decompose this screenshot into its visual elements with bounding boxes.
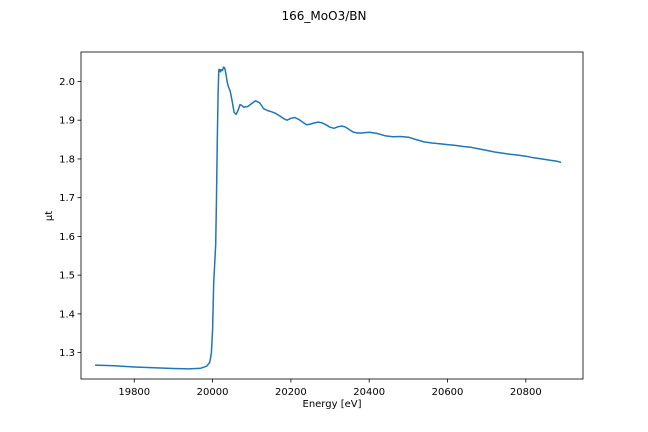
plot-area: [95, 66, 562, 370]
x-tick-label: 20800: [510, 387, 542, 398]
y-tick-label: 2.0: [59, 77, 75, 88]
y-tick-label: 1.3: [59, 348, 75, 359]
axes-frame: [80, 51, 584, 380]
y-tick-label: 1.8: [59, 154, 75, 165]
y-tick-label: 1.7: [59, 193, 75, 204]
y-tick-label: 1.9: [59, 116, 75, 127]
x-tick-label: 19800: [118, 387, 150, 398]
x-tick-label: 20200: [275, 387, 307, 398]
x-axis: 19800 20000 20200 20400 20600 20800: [118, 379, 542, 398]
x-axis-label: Energy [eV]: [303, 399, 362, 410]
x-tick-label: 20000: [197, 387, 229, 398]
y-axis: 1.3 1.4 1.5 1.6 1.7 1.8 1.9 2.0: [59, 77, 81, 359]
x-tick-label: 20400: [353, 387, 385, 398]
y-tick-label: 1.4: [59, 309, 75, 320]
y-axis-label: μt: [44, 211, 55, 221]
series-line-0: [95, 66, 562, 370]
x-tick-label: 20600: [432, 387, 464, 398]
chart-title: 166_MoO3/BN: [282, 9, 367, 23]
y-tick-label: 1.5: [59, 271, 75, 282]
y-tick-label: 1.6: [59, 232, 75, 243]
